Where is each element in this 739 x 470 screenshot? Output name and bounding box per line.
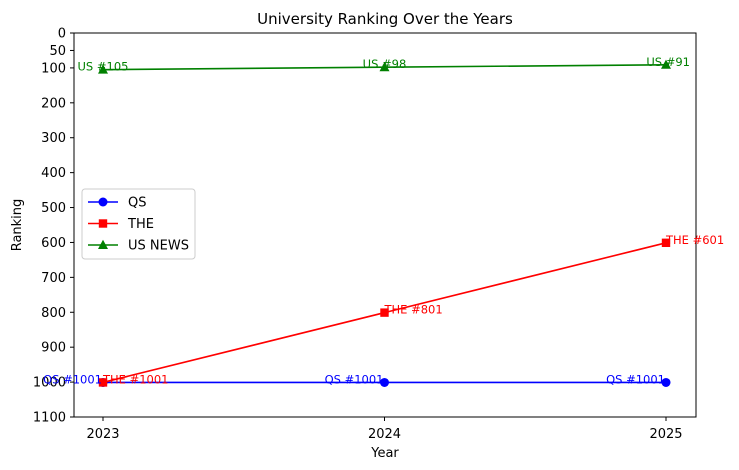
y-tick-label: 300 (41, 131, 66, 146)
data-point-the (98, 378, 108, 387)
y-tick-label: 50 (49, 44, 66, 59)
legend-marker-us-news (98, 239, 108, 249)
data-label-qs: QS #1001 (43, 372, 102, 386)
data-point-qs (380, 377, 389, 387)
data-label-the: THE #1001 (102, 372, 169, 386)
data-point-qs (661, 377, 671, 387)
y-tick-label: 700 (41, 271, 66, 286)
data-point-the (661, 238, 671, 248)
y-tick-label: 200 (41, 96, 66, 111)
data-point-us-news (98, 64, 108, 74)
data-point-us-news (661, 59, 671, 69)
data-label-qs: QS #1001 (325, 372, 384, 386)
y-tick-label: 1100 (33, 411, 66, 426)
plot-area: 0 50 100 200 300 400 500 600 700 800 900 1000 1100 20… (33, 27, 724, 443)
data-label-us-news: US #105 (78, 60, 129, 74)
y-axis-label: Ranking (10, 199, 25, 252)
data-label-qs: QS #1001 (606, 372, 665, 386)
chart-title: University Ranking Over the Years (257, 10, 513, 28)
y-tick-label: 900 (41, 341, 66, 356)
legend-marker-the (98, 219, 108, 228)
data-label-the: THE #601 (665, 233, 724, 247)
legend: QS THE US NEWS (81, 188, 196, 260)
y-tick-label: 400 (41, 166, 66, 181)
data-label-us-news: US #91 (646, 55, 690, 69)
data-label-the: THE #801 (384, 303, 443, 317)
x-axis-label: Year (370, 446, 399, 461)
y-tick-label: 0 (58, 27, 66, 42)
legend-marker-qs (98, 197, 108, 207)
legend-label-the: THE (127, 217, 154, 232)
y-tick-label: 100 (41, 61, 66, 76)
x-tick-label: 2024 (368, 427, 401, 442)
data-point-us-news (379, 62, 390, 72)
legend-box (81, 188, 196, 260)
legend-label-us-news: US NEWS (128, 239, 189, 254)
legend-label-qs: QS (128, 196, 146, 211)
y-tick-label: 1000 (33, 376, 66, 391)
data-point-the (380, 308, 389, 317)
y-tick-label: 500 (41, 201, 66, 216)
x-tick-label: 2023 (86, 427, 119, 442)
x-tick-label: 2025 (649, 427, 682, 442)
y-tick-label: 600 (41, 236, 66, 251)
data-label-us-news: US #98 (363, 57, 407, 71)
y-tick-label: 800 (41, 306, 66, 321)
